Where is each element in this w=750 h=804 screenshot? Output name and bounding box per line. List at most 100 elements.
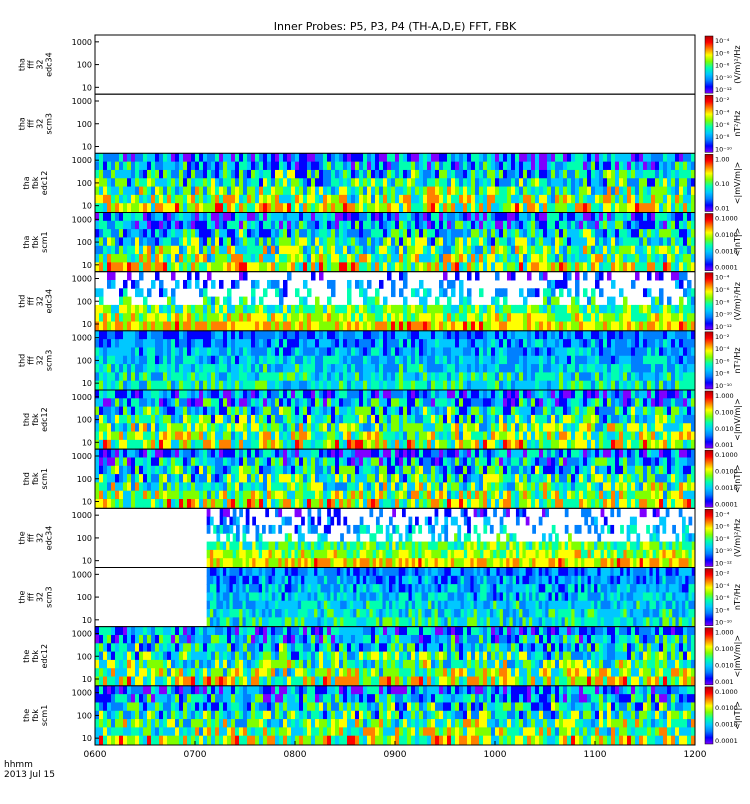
heatmap-cell: [619, 203, 624, 212]
heatmap-cell: [207, 178, 212, 187]
heatmap-cell: [171, 423, 176, 432]
heatmap-cell: [119, 297, 124, 306]
colorbar-tick-label: 10⁻²: [715, 333, 730, 341]
heatmap-cell: [167, 322, 172, 331]
heatmap-cell: [231, 407, 236, 416]
heatmap-cell: [307, 423, 312, 432]
heatmap-cell: [147, 313, 152, 322]
heatmap-cell: [155, 440, 160, 449]
heatmap-cell: [659, 331, 664, 340]
heatmap-cell: [551, 313, 556, 322]
heatmap-cell: [575, 356, 580, 365]
heatmap-cell: [355, 221, 360, 230]
heatmap-cell: [539, 162, 544, 171]
heatmap-cell: [291, 331, 296, 340]
heatmap-cell: [251, 313, 256, 322]
heatmap-cell: [203, 162, 208, 171]
heatmap-cell: [395, 322, 400, 331]
heatmap-cell: [123, 246, 128, 255]
heatmap-cell: [419, 322, 424, 331]
heatmap-cell: [155, 390, 160, 399]
heatmap-cell: [159, 153, 164, 162]
heatmap-cell: [679, 153, 684, 162]
heatmap-cell: [419, 339, 424, 348]
heatmap-cell: [219, 221, 224, 230]
heatmap-cell: [367, 372, 372, 381]
heatmap-cell: [267, 372, 272, 381]
heatmap-cell: [279, 246, 284, 255]
heatmap-cell: [295, 262, 300, 271]
heatmap-cell: [363, 390, 368, 399]
heatmap-cell: [279, 364, 284, 373]
heatmap-cell: [663, 237, 668, 246]
heatmap-cell: [643, 254, 648, 263]
heatmap-cell: [351, 356, 356, 365]
heatmap-cell: [547, 347, 552, 356]
y-tick-label: 10: [82, 261, 92, 270]
heatmap-cell: [543, 262, 548, 271]
heatmap-cell: [143, 313, 148, 322]
heatmap-cell: [523, 440, 528, 449]
heatmap-cell: [115, 331, 120, 340]
heatmap-cell: [535, 213, 540, 222]
heatmap-cell: [187, 272, 192, 281]
heatmap-cell: [631, 221, 636, 230]
heatmap-cell: [287, 203, 292, 212]
heatmap-cell: [559, 440, 564, 449]
heatmap-cell: [211, 415, 216, 424]
heatmap-cell: [607, 305, 612, 314]
heatmap-cell: [507, 356, 512, 365]
heatmap-cell: [363, 237, 368, 246]
heatmap-cell: [459, 415, 464, 424]
heatmap-cell: [135, 322, 140, 331]
colorbar-tick-label: 1.00: [715, 155, 729, 163]
heatmap-cell: [171, 246, 176, 255]
heatmap-cell: [483, 305, 488, 314]
heatmap-cell: [519, 153, 524, 162]
heatmap-cell: [495, 162, 500, 171]
heatmap-cell: [563, 356, 568, 365]
heatmap-cell: [339, 203, 344, 212]
panel-ylabel-line: fff: [27, 60, 36, 69]
heatmap-cell: [463, 432, 468, 441]
heatmap-cell: [631, 423, 636, 432]
heatmap-cell: [235, 372, 240, 381]
heatmap-cell: [191, 254, 196, 263]
heatmap-cell: [223, 178, 228, 187]
heatmap-cell: [263, 153, 268, 162]
heatmap-cell: [431, 262, 436, 271]
heatmap-cell: [207, 322, 212, 331]
heatmap-cell: [459, 237, 464, 246]
heatmap-cell: [263, 423, 268, 432]
heatmap-cell: [495, 272, 500, 281]
heatmap-cell: [423, 170, 428, 179]
heatmap-cell: [547, 313, 552, 322]
heatmap-cell: [123, 356, 128, 365]
heatmap-cell: [179, 213, 184, 222]
heatmap-cell: [495, 347, 500, 356]
heatmap-cell: [491, 423, 496, 432]
heatmap-cell: [519, 313, 524, 322]
heatmap-cell: [411, 331, 416, 340]
heatmap-cell: [455, 372, 460, 381]
heatmap-cell: [675, 262, 680, 271]
heatmap-cell: [543, 195, 548, 204]
heatmap-cell: [311, 246, 316, 255]
heatmap-cell: [603, 153, 608, 162]
heatmap-cell: [207, 162, 212, 171]
heatmap-cell: [299, 187, 304, 196]
heatmap-cell: [491, 153, 496, 162]
heatmap-cell: [535, 347, 540, 356]
heatmap-cell: [515, 178, 520, 187]
heatmap-cell: [131, 195, 136, 204]
heatmap-cell: [299, 237, 304, 246]
heatmap-cell: [475, 237, 480, 246]
heatmap-cell: [347, 313, 352, 322]
heatmap-cell: [111, 390, 116, 399]
heatmap-cell: [183, 407, 188, 416]
heatmap-cell: [519, 162, 524, 171]
colorbar: [705, 36, 713, 93]
heatmap-cell: [431, 213, 436, 222]
heatmap-cell: [463, 187, 468, 196]
